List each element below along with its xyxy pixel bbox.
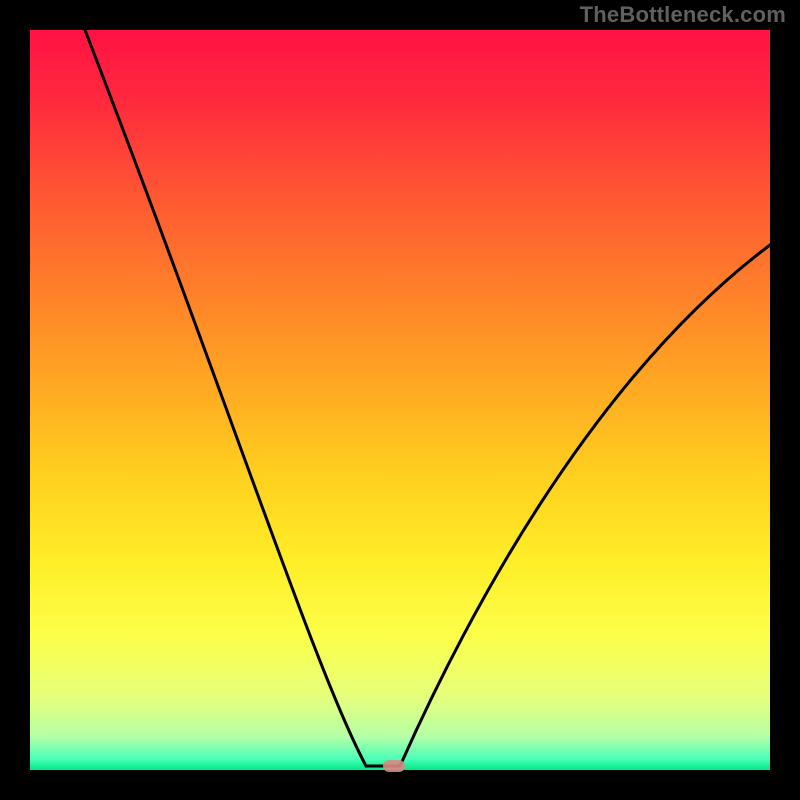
- watermark-text: TheBottleneck.com: [580, 2, 786, 28]
- gradient-background: [30, 30, 770, 770]
- chart-frame: TheBottleneck.com: [0, 0, 800, 800]
- optimum-marker: [383, 760, 405, 772]
- bottleneck-chart: [0, 0, 800, 800]
